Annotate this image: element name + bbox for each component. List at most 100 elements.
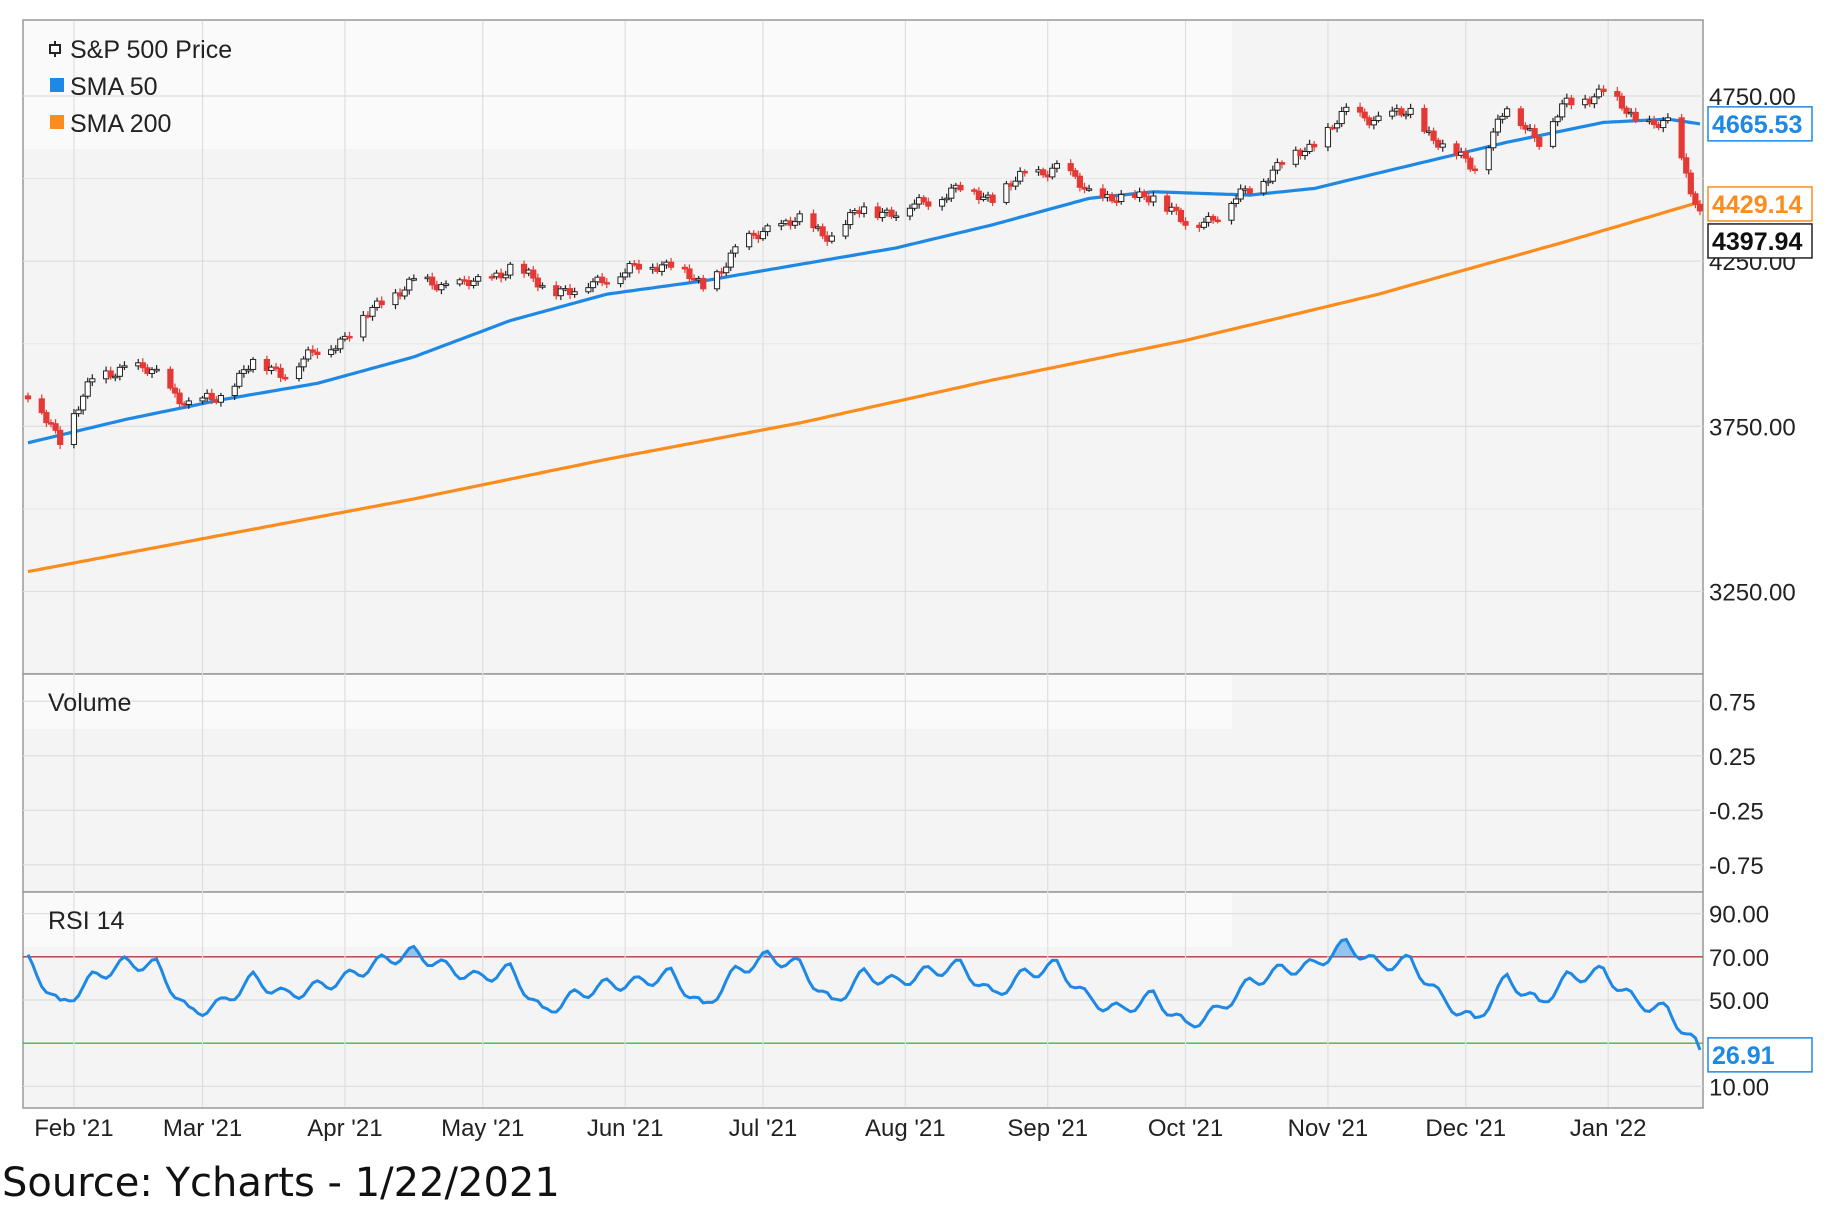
candlestick-icon-body: [49, 44, 61, 54]
volume-panel-title: Volume: [48, 689, 131, 717]
candle-body: [153, 368, 160, 372]
candle-body: [727, 252, 734, 268]
candle-body: [1150, 195, 1157, 203]
candle-body: [1531, 128, 1538, 138]
candle-body: [167, 368, 174, 389]
candle-body: [217, 394, 225, 403]
candle-body: [1141, 191, 1148, 198]
candle-body: [1402, 113, 1410, 117]
volume-y-tick: 0.75: [1709, 689, 1756, 716]
candle-body: [410, 278, 417, 281]
x-tick-label: Mar '21: [163, 1115, 242, 1142]
candle-body: [1462, 151, 1469, 159]
candle-body: [199, 397, 206, 402]
candle-body: [1072, 170, 1079, 177]
candle-body: [893, 215, 900, 219]
candle-body: [603, 282, 610, 285]
candle-body: [1324, 126, 1332, 148]
candle-body: [24, 395, 32, 400]
rsi-last-value-box: [1707, 1037, 1813, 1073]
candle-body: [1499, 115, 1506, 120]
candle-body: [1660, 120, 1667, 129]
x-tick-label: Aug '21: [865, 1115, 946, 1142]
candle-body: [1301, 151, 1309, 157]
candle-body: [1311, 143, 1318, 148]
candle-body: [658, 264, 665, 272]
x-tick-label: Jul '21: [729, 1115, 798, 1142]
candle-body: [1237, 188, 1244, 200]
candle-body: [1200, 221, 1208, 228]
sma-50-last-value-box: [1707, 106, 1813, 142]
candle-body: [1471, 168, 1479, 172]
x-tick-label: Apr '21: [307, 1115, 382, 1142]
candle-body: [746, 232, 753, 248]
rsi-panel-title: RSI 14: [48, 907, 125, 935]
candle-body: [1536, 136, 1543, 147]
last-value-badges: 4665.53 4429.14 4397.94 26.91: [1707, 106, 1813, 1073]
candle-body: [438, 284, 445, 291]
candle-body: [888, 209, 895, 217]
candle-body: [1021, 170, 1028, 174]
candle-body: [1076, 175, 1083, 188]
legend-label: SMA 200: [70, 110, 171, 138]
candle-body: [1246, 188, 1253, 194]
legend: S&P 500 Price SMA 50 SMA 200: [49, 36, 232, 138]
candle-body: [1099, 188, 1106, 198]
candle-body: [1017, 170, 1024, 182]
candle-body: [442, 283, 450, 286]
legend-label: S&P 500 Price: [70, 36, 232, 64]
rsi-last-value: 26.91: [1712, 1042, 1775, 1070]
candle-body: [1081, 186, 1088, 190]
candle-body: [1003, 183, 1010, 203]
candle-body: [378, 300, 385, 306]
candle-body: [328, 349, 335, 355]
rsi-y-tick: 70.00: [1709, 945, 1769, 972]
candle-body: [971, 189, 978, 192]
candle-body: [231, 385, 238, 396]
candle-body: [980, 196, 987, 201]
candle-body: [406, 278, 413, 291]
source-caption: Source: Ycharts - 1/22/2021: [2, 1160, 560, 1206]
candle-body: [107, 370, 114, 378]
legend-price: S&P 500 Price: [49, 36, 232, 64]
legend-swatch: [50, 115, 64, 129]
volume-y-tick: -0.75: [1709, 853, 1764, 880]
candle-body: [759, 231, 767, 240]
candle-body: [1118, 194, 1125, 203]
candle-body: [337, 338, 344, 350]
rsi-y-tick: 50.00: [1709, 988, 1769, 1015]
x-tick-label: Dec '21: [1425, 1115, 1506, 1142]
y-axis-ticks: 4750.004250.003750.003250.000.750.25-0.2…: [1709, 84, 1796, 1101]
candle-body: [52, 423, 59, 431]
candle-body: [1040, 169, 1047, 176]
candle-body: [80, 395, 87, 411]
candle-body: [713, 271, 721, 290]
sma-200-series: [27, 200, 1701, 574]
candle-body: [240, 369, 247, 374]
rsi-line: [26, 937, 1702, 1051]
candle-body: [245, 368, 252, 372]
candlestick-series: [24, 84, 1704, 450]
candle-body: [810, 213, 817, 229]
candle-body: [879, 211, 886, 219]
x-axis-ticks: Feb '21 Mar '21 Apr '21 May '21 Jun '21 Jul '…: [34, 1115, 1646, 1142]
candle-body: [911, 203, 918, 209]
candle-body: [1614, 91, 1621, 97]
candle-body: [635, 263, 643, 270]
candle-body: [38, 398, 45, 414]
candle-body: [723, 266, 730, 274]
candle-body: [401, 289, 408, 297]
candle-body: [1338, 111, 1345, 125]
candle-body: [700, 277, 707, 290]
candle-body: [75, 409, 82, 415]
candle-body: [750, 232, 757, 236]
legend-box: [24, 21, 1232, 149]
candle-body: [1361, 111, 1368, 119]
candle-body: [539, 285, 546, 288]
candle-body: [1274, 162, 1281, 171]
candle-body: [1600, 88, 1607, 93]
candle-body: [277, 367, 284, 378]
candle-body: [1678, 117, 1685, 159]
candle-body: [208, 392, 215, 401]
